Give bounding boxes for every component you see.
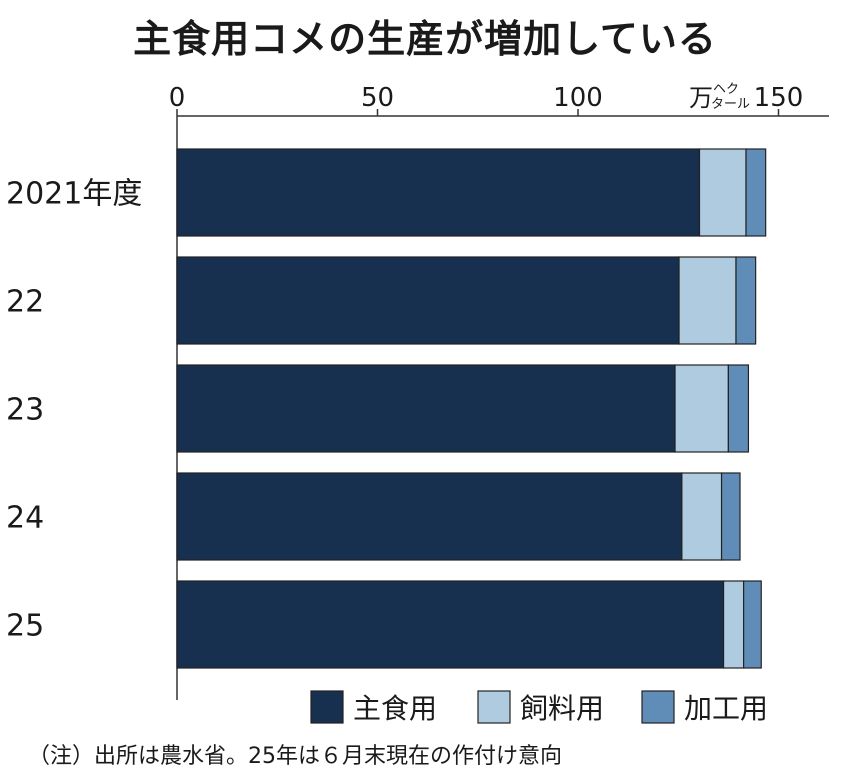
category-label: 24 <box>6 501 44 536</box>
bar-segment-staple <box>176 256 680 345</box>
x-tick-label: 150 <box>754 83 804 113</box>
unit-label-main: 万 <box>689 84 713 112</box>
bar-segment-processing <box>720 472 741 561</box>
bar-segment-feed <box>674 364 729 453</box>
category-label: 2021年度 <box>6 177 142 212</box>
legend: 主食用 飼料用 加工用 <box>310 690 768 725</box>
category-label: 23 <box>6 393 44 428</box>
bar-segment-staple <box>176 148 701 237</box>
bar-segment-feed <box>681 472 723 561</box>
category-labels: 2021年度 22 23 24 25 <box>6 177 142 644</box>
category-label: 25 <box>6 609 44 644</box>
x-tick-label: 100 <box>553 83 603 113</box>
bar-segment-processing <box>745 148 767 237</box>
x-tick-label: 0 <box>169 83 186 113</box>
legend-swatch <box>310 690 344 724</box>
legend-swatch <box>641 690 675 724</box>
bar-segment-staple <box>176 580 725 669</box>
unit-label-small-bottom: タール <box>711 97 750 112</box>
bar-segment-processing <box>727 364 750 453</box>
unit-label-small-top: ヘク <box>713 82 739 97</box>
legend-label: 飼料用 <box>520 692 604 725</box>
bar-segment-feed <box>722 580 745 669</box>
legend-label: 主食用 <box>353 692 437 725</box>
bar-segment-staple <box>176 472 683 561</box>
legend-label: 加工用 <box>684 692 768 725</box>
x-tick-label: 50 <box>361 83 394 113</box>
bar-segment-processing <box>735 256 757 345</box>
chart-title: 主食用コメの生産が増加している <box>133 17 717 61</box>
bar-segment-processing <box>743 580 762 669</box>
legend-swatch <box>477 690 511 724</box>
category-label: 22 <box>6 285 44 320</box>
source-note: （注）出所は農水省。25年は６月末現在の作付け意向 <box>28 744 562 769</box>
bar-segment-staple <box>176 364 676 453</box>
bar-segment-feed <box>698 148 747 237</box>
bar-segment-feed <box>678 256 737 345</box>
bars <box>176 148 767 669</box>
